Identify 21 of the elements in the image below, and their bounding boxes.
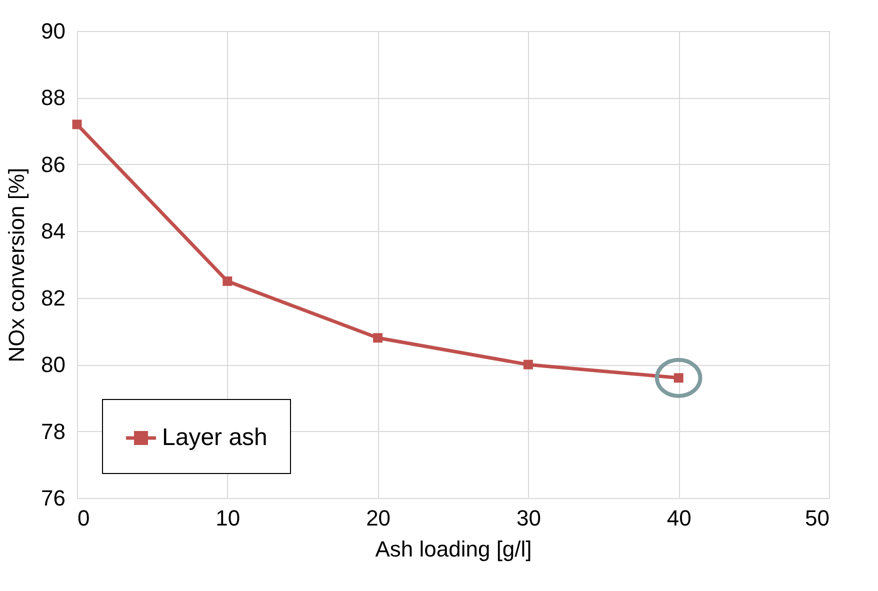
y-tick-label: 76 bbox=[41, 486, 66, 510]
x-tick-label: 40 bbox=[666, 506, 692, 530]
point bbox=[72, 120, 82, 130]
point bbox=[222, 276, 232, 286]
x-axis-title: Ash loading [g/l] bbox=[375, 536, 532, 562]
y-tick-label: 80 bbox=[41, 352, 66, 378]
x-tick-label: 0 bbox=[78, 506, 90, 530]
y-tick-label: 78 bbox=[41, 418, 66, 444]
y-tick-label: 82 bbox=[41, 285, 66, 310]
x-tick-label: 10 bbox=[216, 506, 240, 530]
point bbox=[523, 360, 533, 370]
point bbox=[373, 333, 383, 343]
x-tick-label: 20 bbox=[366, 506, 391, 530]
y-tick-label: 88 bbox=[41, 85, 66, 110]
legend-label: Layer ash bbox=[162, 424, 268, 451]
y-axis-title: NOx conversion [%] bbox=[4, 168, 30, 362]
y-tick-label: 86 bbox=[41, 152, 66, 177]
y-tick-label: 84 bbox=[41, 218, 66, 244]
y-tick-label: 90 bbox=[41, 18, 66, 44]
x-tick-label: 50 bbox=[805, 506, 830, 530]
x-tick-label: 30 bbox=[516, 506, 541, 530]
